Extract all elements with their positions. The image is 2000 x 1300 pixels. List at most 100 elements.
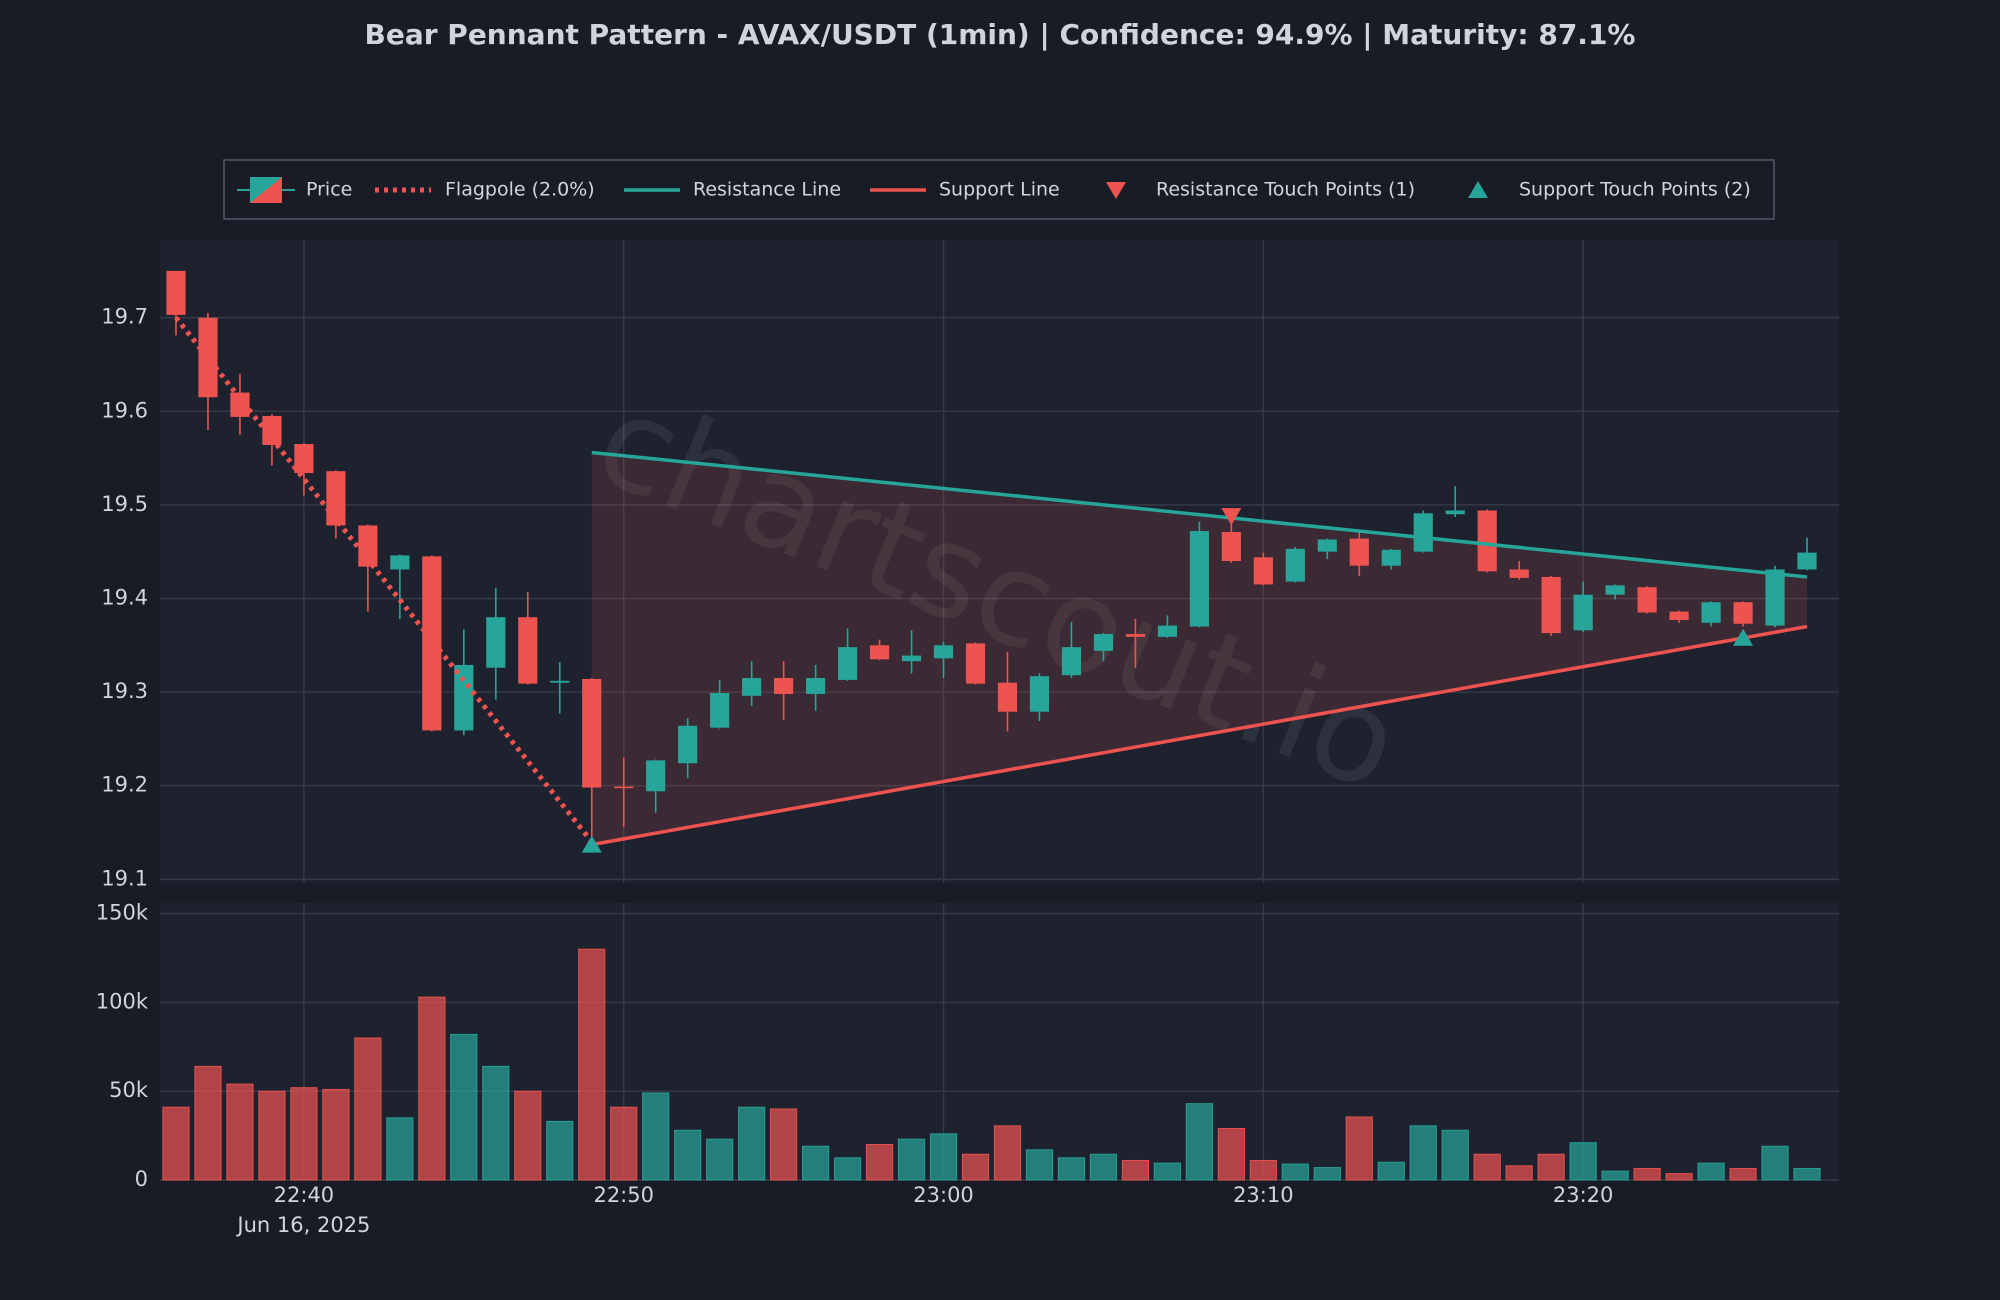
candle-body [230,392,250,417]
x-tick-label: 23:10 [1233,1183,1294,1207]
x-tick-label: 22:40 [274,1183,335,1207]
volume-bar [993,1125,1022,1181]
legend-label: Flagpole (2.0%) [445,179,595,201]
volume-bar [450,1033,478,1181]
volume-bar [610,1106,638,1181]
legend-label: Resistance Line [693,179,841,201]
volume-bar [770,1108,798,1181]
touch-point [1733,628,1754,646]
x-tick-label: 23:20 [1553,1183,1614,1207]
volume-bar [354,1037,382,1181]
volume-bar [1473,1153,1501,1181]
y-tick-label: 19.3 [101,679,148,703]
candle-body [678,725,698,764]
candle-body [1157,625,1177,637]
volume-bar [1761,1145,1789,1181]
legend-price-icon [250,177,282,203]
candle-body [518,617,538,684]
candle-body [1733,602,1753,624]
volume-bar [929,1133,958,1181]
pennant-area [591,452,1808,845]
candle-body [486,617,506,668]
candle-body [1637,587,1657,613]
y-tick-label: 19.5 [101,492,148,516]
candle-body [1125,634,1146,637]
volume-bar [961,1153,990,1181]
candle-body [1701,602,1721,623]
volume-bar [1057,1157,1086,1181]
x-date-label: Jun 16, 2025 [235,1213,370,1237]
volume-bar [1185,1103,1213,1181]
volume-bar [386,1117,414,1181]
candle-body [774,678,794,694]
y-tick-label: 19.2 [101,773,148,797]
candle-body [806,678,826,694]
volume-tick-label: 50k [109,1078,149,1102]
candle-body [358,525,378,567]
pattern-line [174,316,594,844]
candle-body [1413,513,1433,552]
candle-body [1317,539,1337,552]
candle-body [837,647,858,680]
y-tick-label: 19.7 [101,305,148,329]
volume-bar [1569,1142,1597,1181]
volume-bar [1601,1170,1629,1181]
candle-body [742,678,762,696]
candle-body [550,680,570,683]
volume-tick-label: 150k [96,901,149,925]
volume-bar [546,1120,574,1181]
candle-body [1477,510,1497,572]
candle-body [198,317,218,398]
volume-bar [226,1083,254,1181]
volume-bar [1153,1162,1182,1181]
volume-bar [1441,1129,1469,1181]
volume-bar [418,996,446,1181]
volume-bar [642,1092,670,1181]
candle-body [166,270,186,315]
candle-body [614,786,634,789]
candle-body [1765,569,1785,626]
candle-body [1029,676,1050,712]
volume-bar [1249,1159,1277,1181]
volume-bar [1665,1173,1693,1181]
x-tick-label: 22:50 [593,1183,654,1207]
volume-bar [482,1065,510,1181]
candle-body [1061,647,1082,676]
volume-bar [1089,1153,1118,1181]
candle-body [1381,549,1401,566]
volume-tick-label: 100k [96,989,149,1013]
volume-bar [162,1106,190,1181]
y-tick-label: 19.6 [101,398,148,422]
candle-body [1189,531,1209,627]
candle-body [646,760,666,792]
chart-title: Bear Pennant Pattern - AVAX/USDT (1min) … [365,18,1636,51]
volume-bar [801,1145,830,1181]
candle-body [1253,557,1273,585]
volume-bar [1345,1116,1373,1181]
volume-bar [1793,1167,1821,1181]
legend-label: Price [306,179,352,201]
volume-tick-label: 0 [135,1167,148,1191]
volume-bar [865,1143,894,1181]
volume-bar [514,1090,542,1181]
legend-label: Support Line [939,179,1060,201]
volume-bar [322,1088,350,1181]
volume-bar [833,1157,862,1181]
candle-body [933,645,954,659]
candle-body [582,678,602,788]
candle-body [1605,585,1625,595]
volume-bar [738,1106,766,1181]
candle-body [869,645,890,660]
volume-bar [1313,1167,1341,1181]
pattern-line [591,624,1808,847]
candle-body [1221,532,1241,562]
candle-body [1349,538,1369,566]
candle-body [1445,510,1465,515]
volume-bar [1377,1161,1405,1181]
candle-body [1573,594,1593,631]
volume-bar [290,1087,318,1181]
candle-body [454,664,474,731]
volume-bar [897,1138,926,1181]
volume-bar [258,1090,286,1181]
